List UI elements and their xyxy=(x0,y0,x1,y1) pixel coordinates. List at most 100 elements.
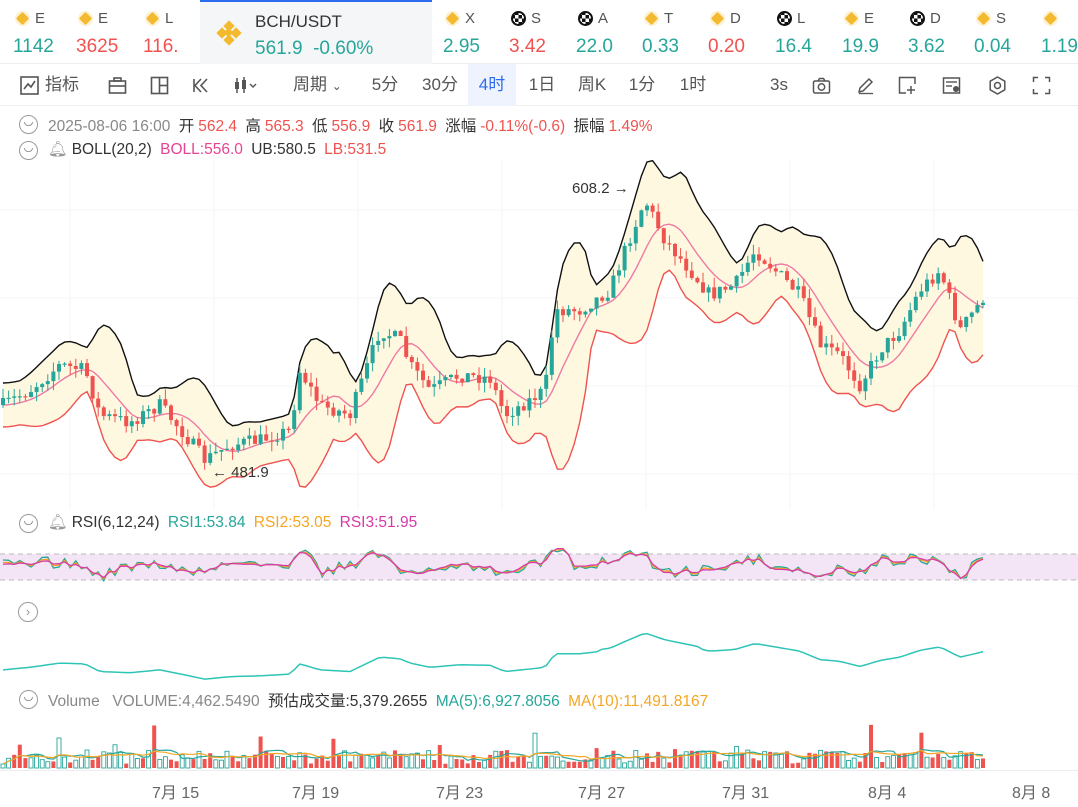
candle-body xyxy=(863,378,868,392)
candle-body xyxy=(286,428,291,431)
interval-4[interactable]: 周K xyxy=(577,75,607,94)
interval-3[interactable]: 1日 xyxy=(528,75,556,94)
ticker-price: 116. xyxy=(143,36,179,57)
candle-body xyxy=(605,297,610,301)
ticker-price: 0.33 xyxy=(642,36,679,57)
volume-bar xyxy=(471,755,476,768)
volume-bar xyxy=(700,750,706,769)
interval-1[interactable]: 30分 xyxy=(422,75,458,94)
amplitude-value: 1.49% xyxy=(608,118,653,135)
indicator-chart-icon[interactable] xyxy=(20,76,39,95)
candle-body xyxy=(353,391,358,419)
interval-5[interactable]: 1分 xyxy=(628,75,656,94)
volume-bar xyxy=(253,754,257,768)
candle-body xyxy=(930,279,935,284)
period-dropdown[interactable]: 周期 ⌄ xyxy=(293,64,342,106)
volume-bar xyxy=(202,758,207,768)
layout-icon[interactable] xyxy=(150,76,169,95)
indicators-button[interactable]: 指标 xyxy=(45,75,79,94)
volume-bar xyxy=(958,751,964,769)
briefcase-icon[interactable] xyxy=(108,76,127,95)
candle-body xyxy=(6,397,11,400)
volume-bar xyxy=(907,754,913,769)
candle-body xyxy=(152,409,157,414)
pencil-icon[interactable] xyxy=(856,76,875,95)
volume-bar xyxy=(264,750,269,768)
candle-body xyxy=(645,205,649,211)
volume-bar xyxy=(824,751,829,768)
x-axis-tick-label: 7月 15 xyxy=(152,785,200,802)
volume-bar xyxy=(863,753,868,768)
volume-bar xyxy=(398,755,403,768)
ticker-symbol: L xyxy=(165,10,174,27)
volume-chart xyxy=(0,724,985,769)
volume-bar xyxy=(129,752,135,769)
volume-bar xyxy=(230,756,235,768)
eye-icon[interactable] xyxy=(19,141,38,160)
candle-body xyxy=(969,312,974,317)
candle-body xyxy=(325,401,330,408)
x-axis-tick-label: 7月 19 xyxy=(292,785,340,802)
ticker-symbol: A xyxy=(598,10,609,27)
candle-body xyxy=(796,286,801,290)
volume-bar xyxy=(538,755,544,769)
candle-body xyxy=(264,434,269,441)
volume-bar xyxy=(969,752,974,768)
eye-icon[interactable] xyxy=(19,115,38,134)
candle-body xyxy=(443,377,448,381)
active-price: 561.9 xyxy=(255,38,303,59)
volume-bar xyxy=(348,761,353,768)
candle-body xyxy=(913,296,918,311)
volume-bar xyxy=(734,745,740,769)
candle-body xyxy=(589,308,593,312)
candle-body xyxy=(34,387,39,393)
expand-chevron-icon[interactable]: › xyxy=(18,602,38,622)
bell-icon: 🔔︎ xyxy=(48,141,68,158)
volume-bar xyxy=(0,763,6,769)
volume-bar xyxy=(381,751,387,769)
volume-bar xyxy=(661,757,667,769)
active-ticker[interactable]: BCH/USDT 561.9 -0.60% xyxy=(200,0,432,64)
fullscreen-icon[interactable] xyxy=(1032,76,1051,95)
compare-icon[interactable] xyxy=(942,76,961,95)
candle-body xyxy=(157,399,162,414)
candle-body xyxy=(421,370,425,381)
boll-upper-line xyxy=(2,160,984,427)
candlestick-type-icon[interactable] xyxy=(233,76,257,95)
volume-bar xyxy=(768,751,773,768)
candle-body xyxy=(236,444,241,451)
eye-icon[interactable] xyxy=(19,690,38,709)
eye-icon[interactable] xyxy=(19,514,38,533)
camera-icon[interactable] xyxy=(812,76,831,95)
chainlink-icon xyxy=(578,11,593,26)
high-label: 高 xyxy=(245,118,261,135)
ticker-price: 0.20 xyxy=(708,36,745,57)
chainlink-icon xyxy=(511,11,526,26)
refresh-interval[interactable]: 3s xyxy=(770,75,788,94)
volume-bar xyxy=(236,761,241,768)
candle-body xyxy=(953,292,957,321)
candle-body xyxy=(768,263,773,269)
volume-bar xyxy=(213,759,219,769)
binance-icon xyxy=(78,11,93,26)
candle-body xyxy=(141,411,145,424)
settings-icon[interactable] xyxy=(988,76,1007,95)
candle-body xyxy=(51,371,56,382)
interval-2[interactable]: 4时 xyxy=(468,64,516,106)
candle-body xyxy=(202,445,207,463)
volume-bar xyxy=(645,753,649,768)
candle-body xyxy=(600,297,605,301)
volume-bar xyxy=(583,759,588,768)
interval-0[interactable]: 5分 xyxy=(371,75,399,94)
candle-body xyxy=(874,360,879,362)
add-drawing-icon[interactable] xyxy=(898,76,917,95)
volume-bar xyxy=(208,753,213,768)
candle-body xyxy=(785,271,789,280)
candlestick-chart[interactable] xyxy=(0,160,1078,510)
rsi-info: 🔔︎ RSI(6,12,24) RSI1:53.84 RSI2:53.05 RSI… xyxy=(48,513,421,533)
interval-6[interactable]: 1时 xyxy=(679,75,707,94)
volume-bar xyxy=(34,754,40,769)
rewind-icon[interactable] xyxy=(192,76,211,95)
chevron-down-icon: ⌄ xyxy=(331,79,342,93)
